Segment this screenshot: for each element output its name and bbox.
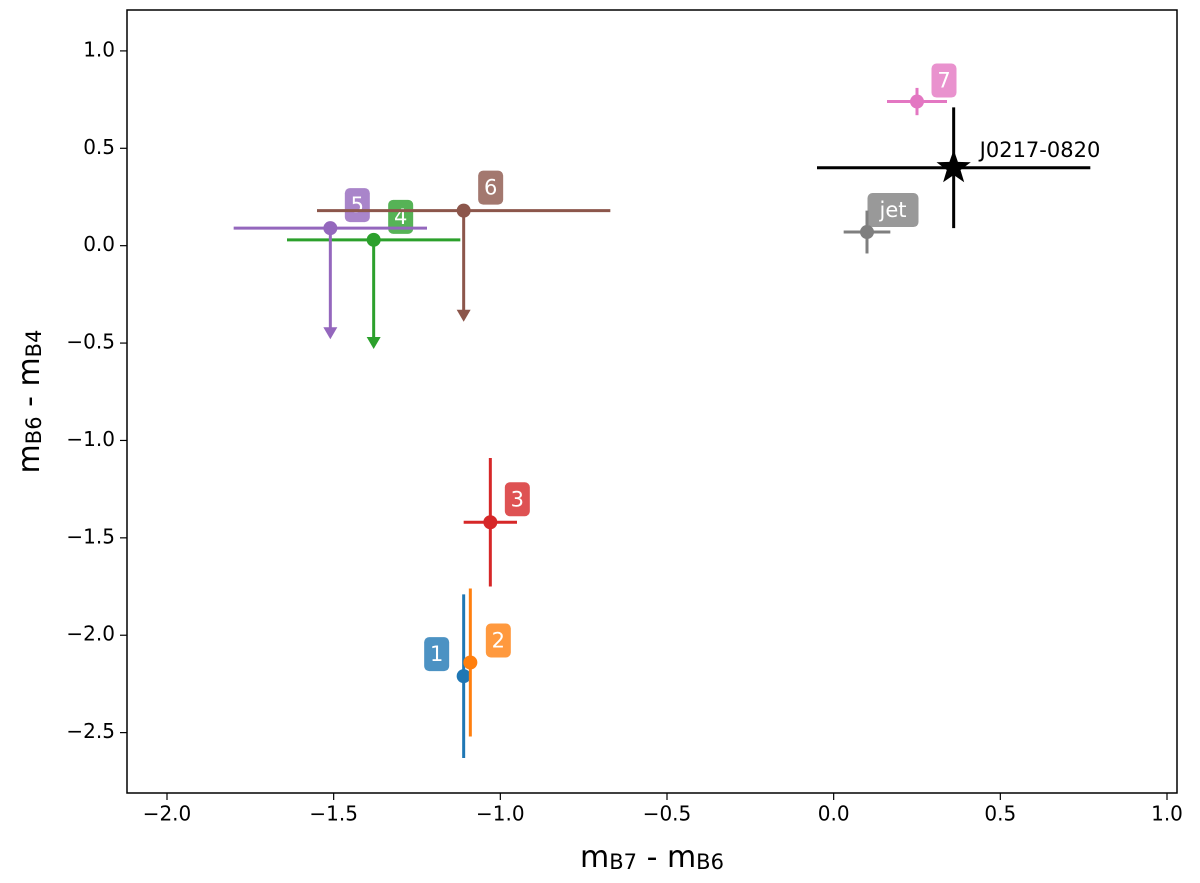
y-tick-label: −2.0: [66, 622, 115, 646]
x-tick-label: 0.5: [984, 802, 1016, 826]
x-tick-label: 1.0: [1151, 802, 1183, 826]
y-axis-label-part: B4: [22, 330, 46, 358]
x-axis-label: mB7 - mB6: [580, 840, 724, 875]
point-label: 1: [430, 642, 443, 666]
point-label: 7: [937, 69, 950, 93]
x-tick-label: −1.0: [476, 802, 525, 826]
y-tick-label: 1.0: [83, 37, 115, 61]
x-tick-label: −2.0: [143, 802, 192, 826]
x-axis-label-part: - m: [637, 840, 696, 875]
point-label: jet: [879, 198, 907, 222]
point: [483, 515, 498, 530]
x-tick-label: 0.0: [818, 802, 850, 826]
label-box: [867, 193, 919, 228]
point: [323, 221, 338, 236]
y-tick-label: 0.5: [83, 135, 115, 159]
y-axis-label-part: m: [12, 444, 47, 473]
x-axis-label-part: m: [580, 840, 609, 875]
x-axis-label-part: B7: [609, 850, 637, 874]
y-axis-label-part: B6: [22, 416, 46, 444]
label-box: [485, 623, 511, 658]
point: [463, 655, 478, 670]
arrow-head: [456, 309, 471, 322]
y-axis-label-part: - m: [12, 357, 47, 416]
point-label: 4: [394, 205, 407, 229]
label-box: [478, 170, 504, 205]
y-tick-label: −0.5: [66, 330, 115, 354]
point: [910, 94, 924, 109]
y-tick-label: 0.0: [83, 232, 115, 256]
point-label: 2: [492, 629, 505, 653]
x-axis-label-part: B6: [696, 850, 724, 874]
point: [456, 203, 471, 218]
star-point: [936, 149, 971, 183]
y-tick-label: −1.5: [66, 524, 115, 548]
label-box: [931, 63, 957, 98]
label-box: [504, 482, 530, 517]
label-box: [424, 637, 450, 672]
y-tick-label: −2.5: [66, 719, 115, 743]
point-label: 3: [511, 487, 524, 511]
arrow-head: [323, 327, 338, 340]
label-box: [344, 188, 370, 223]
point: [456, 669, 471, 684]
y-axis-label: mB6 - mB4: [12, 330, 47, 474]
point: [860, 225, 874, 240]
arrow-head: [366, 336, 381, 349]
x-tick-label: −1.5: [309, 802, 358, 826]
point-label: 6: [484, 176, 497, 200]
plot-frame: [126, 9, 1178, 794]
point: [366, 232, 381, 247]
point-label: 5: [351, 193, 364, 217]
x-tick-label: −0.5: [643, 802, 692, 826]
point-label: J0217-0820: [978, 138, 1101, 162]
y-tick-label: −1.0: [66, 427, 115, 451]
label-box: [388, 199, 414, 234]
